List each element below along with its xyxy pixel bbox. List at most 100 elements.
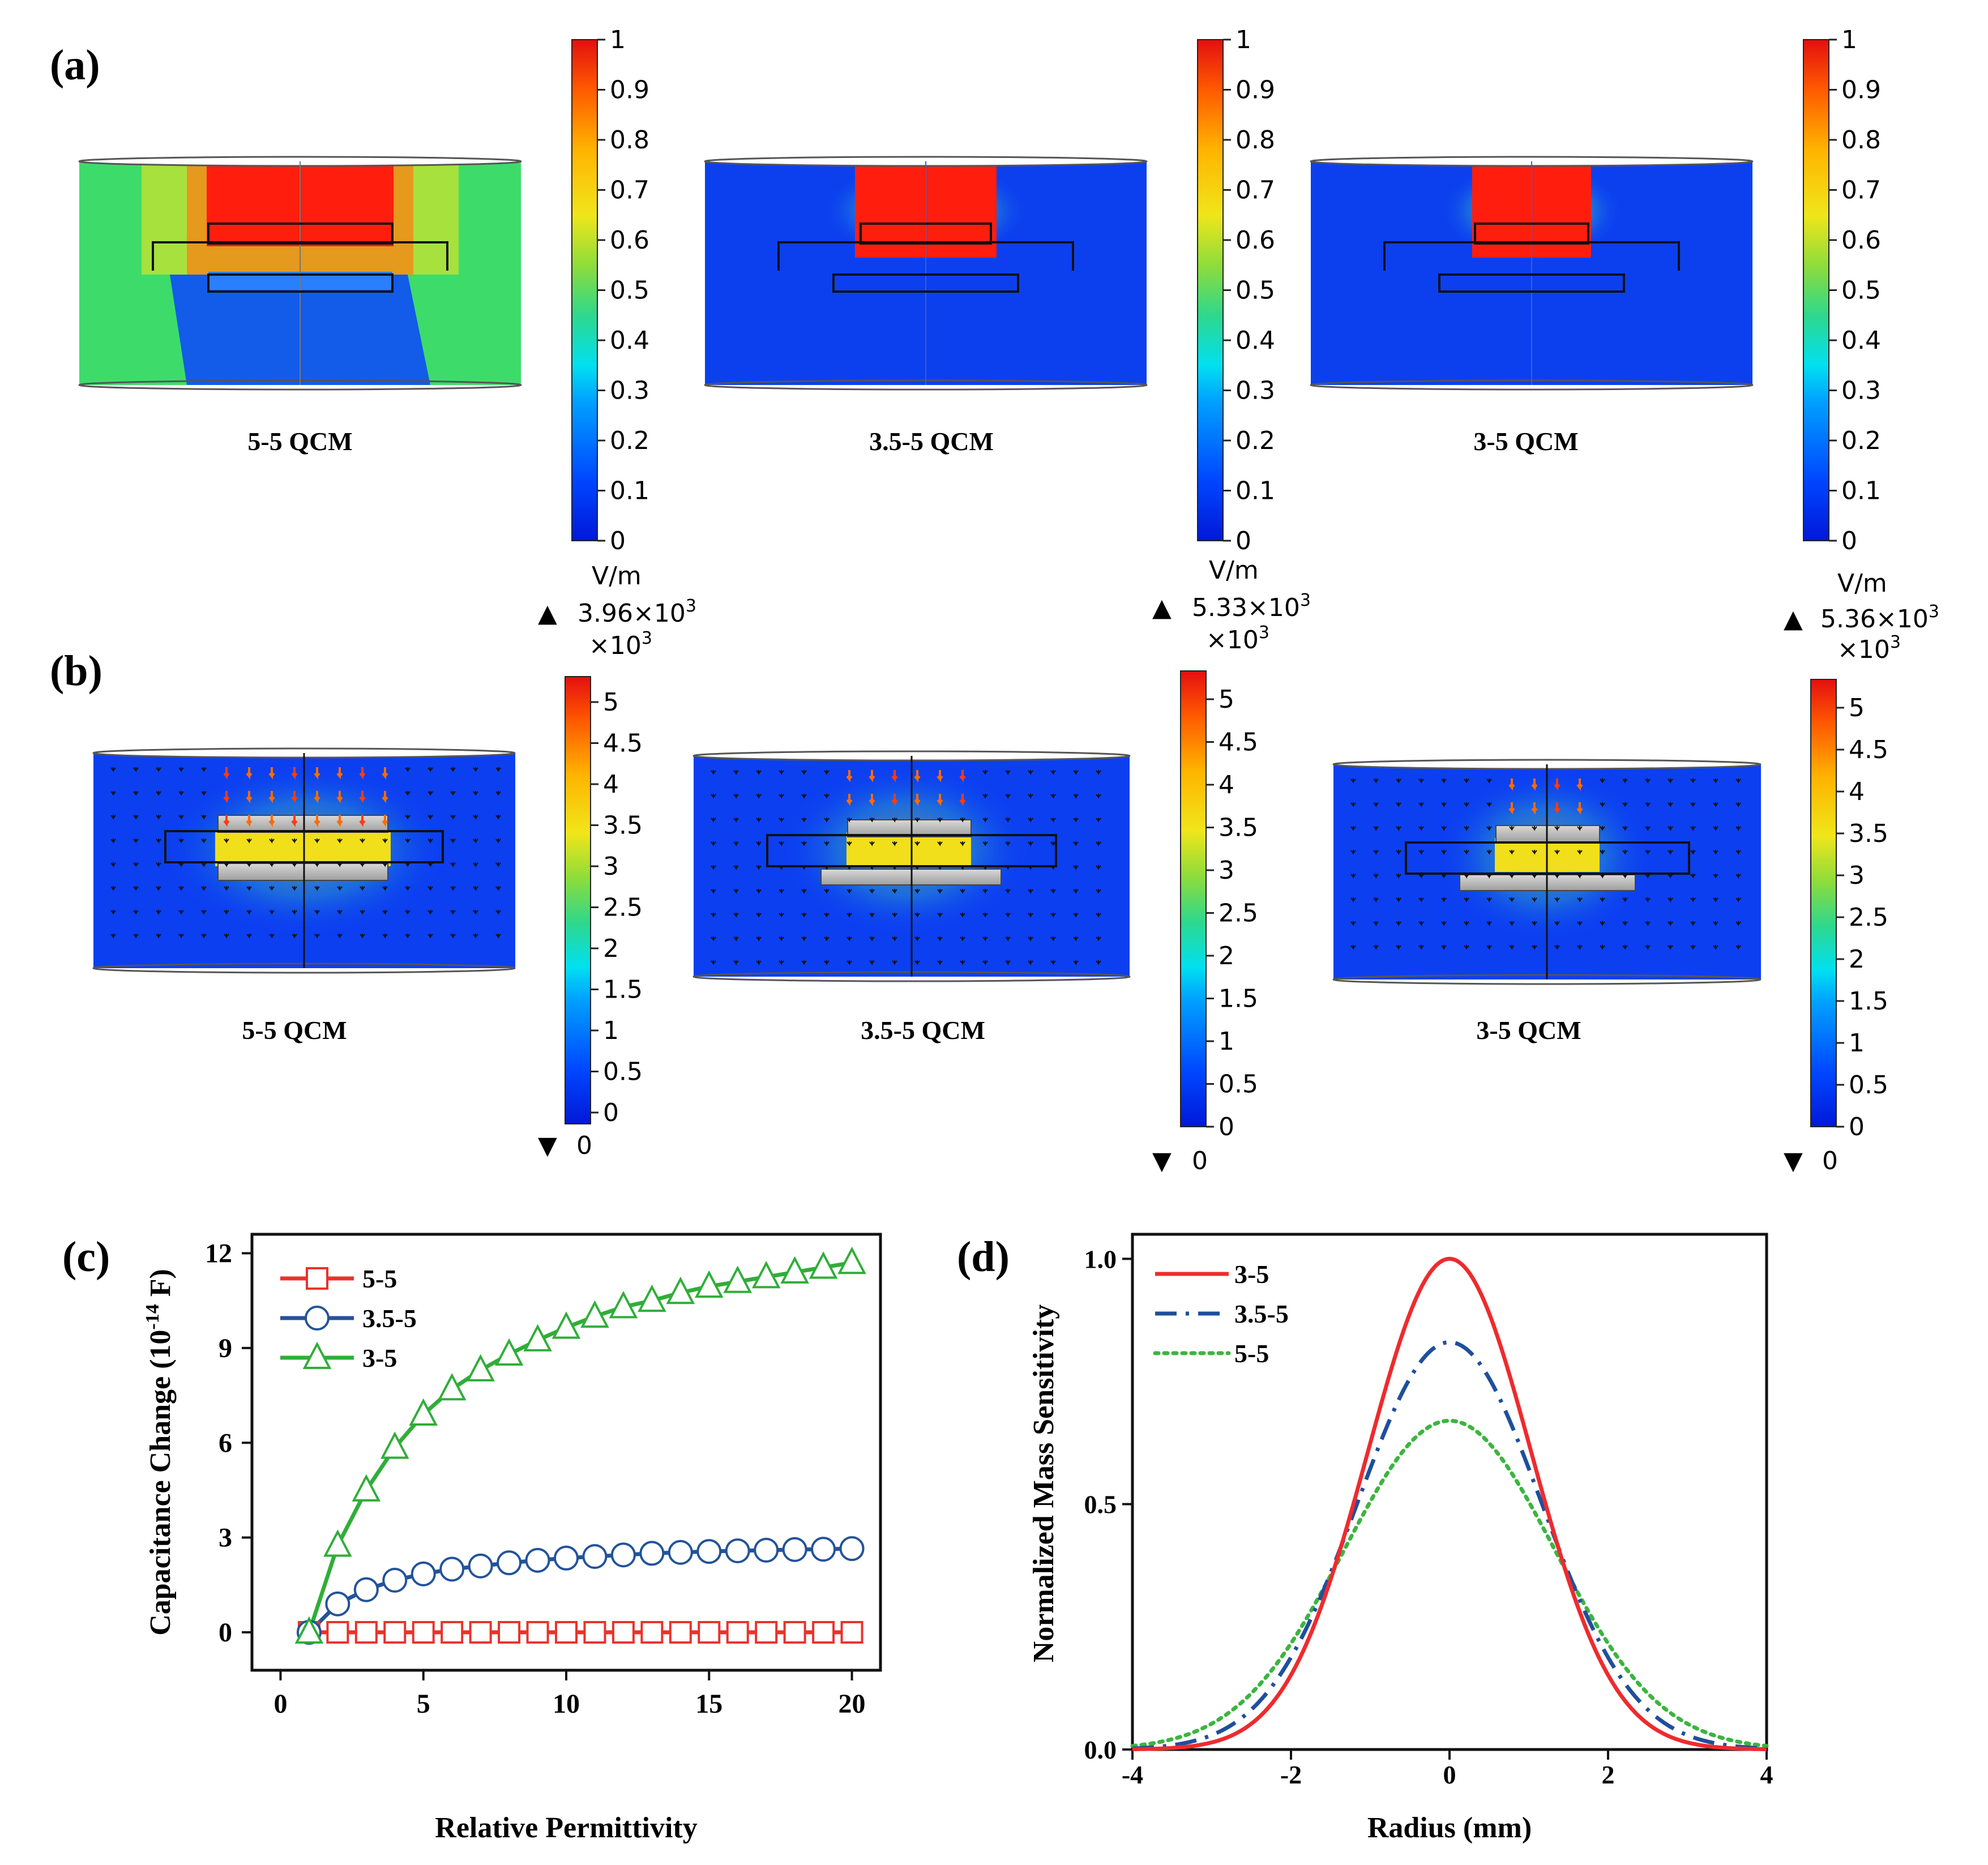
field-arrow — [960, 865, 965, 870]
field-arrow — [869, 865, 875, 870]
field-arrow — [473, 886, 478, 891]
min-triangle-b-1: ▼ — [538, 1131, 557, 1160]
chart-c-point-3.5-5 — [582, 1544, 608, 1569]
field-arrow — [1600, 945, 1605, 950]
field-arrow — [133, 910, 139, 915]
field-arrow — [1735, 874, 1741, 879]
chart-c-point-3.5-5 — [782, 1537, 807, 1562]
field-arrow — [1713, 945, 1718, 950]
chart-c-point-5-5 — [383, 1621, 407, 1644]
colorbar-a2-tick-label: 0.2 — [1235, 426, 1275, 455]
field-arrow — [382, 839, 388, 844]
field-arrow — [110, 934, 116, 939]
field-arrow — [1690, 945, 1696, 950]
field-arrow — [314, 886, 320, 891]
chart-c-point-5-5 — [840, 1621, 863, 1644]
colorbar-a1-tick-label: 0 — [610, 527, 626, 555]
field-arrow — [1418, 802, 1424, 807]
field-arrow — [1373, 778, 1379, 784]
field-arrow — [1577, 921, 1583, 926]
field-arrow — [156, 791, 161, 796]
field-arrow — [779, 770, 784, 775]
field-arrow — [959, 794, 966, 806]
field-arrow — [1005, 794, 1011, 799]
field-arrow — [224, 934, 229, 939]
field-arrow — [1622, 802, 1628, 807]
field-arrow — [450, 886, 456, 891]
colorbar-a1-tick-label: 1 — [610, 25, 626, 54]
field-arrow — [292, 839, 297, 844]
field-arrow — [846, 841, 852, 846]
colorbar-a1-tick-label: 0.6 — [610, 226, 649, 255]
field-arrow — [756, 794, 762, 799]
field-arrow — [756, 960, 762, 965]
field-arrow — [891, 794, 898, 806]
field-arrow — [1486, 945, 1492, 950]
field-arrow — [1396, 897, 1401, 902]
field-arrow — [779, 841, 784, 846]
field-arrow — [846, 794, 853, 806]
field-arrow — [1441, 802, 1447, 807]
field-arrow — [824, 960, 830, 965]
chart-d-xtick-label: 2 — [1602, 1760, 1615, 1789]
field-arrow — [1577, 826, 1583, 831]
colorbar-b1-tick-label: 5 — [603, 688, 619, 717]
field-arrow — [427, 839, 433, 844]
chart-c-point-3.5-5 — [610, 1542, 636, 1568]
field-arrow — [982, 889, 988, 894]
field-arrow — [756, 936, 762, 942]
colorbar-a3-tick-label: 0.2 — [1841, 426, 1881, 455]
field-arrow — [1028, 889, 1033, 894]
field-arrow — [156, 910, 161, 915]
chart-c-legend-label: 3-5 — [362, 1344, 397, 1372]
colorbar-a2-tick-label: 0.5 — [1235, 276, 1275, 305]
colorbar-a3-tick-label: 0.9 — [1841, 76, 1881, 105]
field-arrow — [359, 767, 366, 780]
field-arrow — [1600, 850, 1605, 855]
field-arrow — [1645, 778, 1651, 784]
chart-c-legend-label: 5-5 — [362, 1264, 397, 1293]
field-arrow — [1464, 945, 1469, 950]
field-arrow — [914, 936, 920, 942]
field-arrow — [1050, 889, 1056, 894]
field-arrow — [450, 815, 456, 820]
chart-c-point-3.5-5 — [839, 1536, 865, 1562]
field-arrow — [914, 818, 920, 823]
field-arrow — [1464, 897, 1469, 902]
field-arrow — [110, 839, 116, 844]
field-arrow — [1373, 850, 1379, 855]
field-arrow — [937, 841, 943, 846]
field-arrow — [314, 862, 320, 867]
colorbar-b2-tick-label: 2 — [1219, 942, 1234, 970]
field-arrow — [473, 815, 478, 820]
field-arrow — [246, 815, 253, 827]
colorbar-a1-tick-label: 0.1 — [610, 477, 649, 506]
chart-c-point-3.5-5 — [497, 1550, 522, 1576]
colorbar-a3-tick-label: 0.7 — [1841, 176, 1881, 205]
field-arrow — [846, 865, 852, 870]
chart-d-series — [1130, 1256, 1769, 1751]
chart-c: 0 5 10 15 20 0 3 6 9 12 5-5 3.5-5 3-5 Relative Perm… — [142, 1233, 882, 1844]
field-arrow — [360, 886, 365, 891]
field-arrow — [133, 791, 139, 796]
field-arrow — [711, 794, 716, 799]
chart-c-ytick-label: 6 — [219, 1428, 232, 1458]
field-arrow — [937, 794, 943, 806]
chart-c-point-3-5 — [551, 1311, 581, 1339]
colorbar-a2-tick-label: 1 — [1235, 25, 1251, 54]
colorbar-a1-tick-label: 0.8 — [610, 126, 649, 155]
min-triangle-b-2: ▼ — [1152, 1147, 1172, 1175]
field-arrow — [1396, 778, 1401, 784]
field-arrow — [1576, 802, 1583, 815]
field-arrow — [756, 818, 762, 823]
colorbar-a2-tick-label: 0.7 — [1235, 176, 1275, 205]
chart-d-xtick-label: -4 — [1122, 1760, 1143, 1789]
field-arrow — [733, 794, 739, 799]
field-arrow — [1350, 945, 1356, 950]
chart-d-xtick-label: 0 — [1443, 1760, 1456, 1789]
field-arrow — [1350, 826, 1356, 831]
field-arrow — [1050, 913, 1056, 918]
chart-c-point-3-5 — [837, 1246, 866, 1274]
field-arrow — [960, 936, 965, 942]
field-arrow — [1576, 778, 1583, 791]
